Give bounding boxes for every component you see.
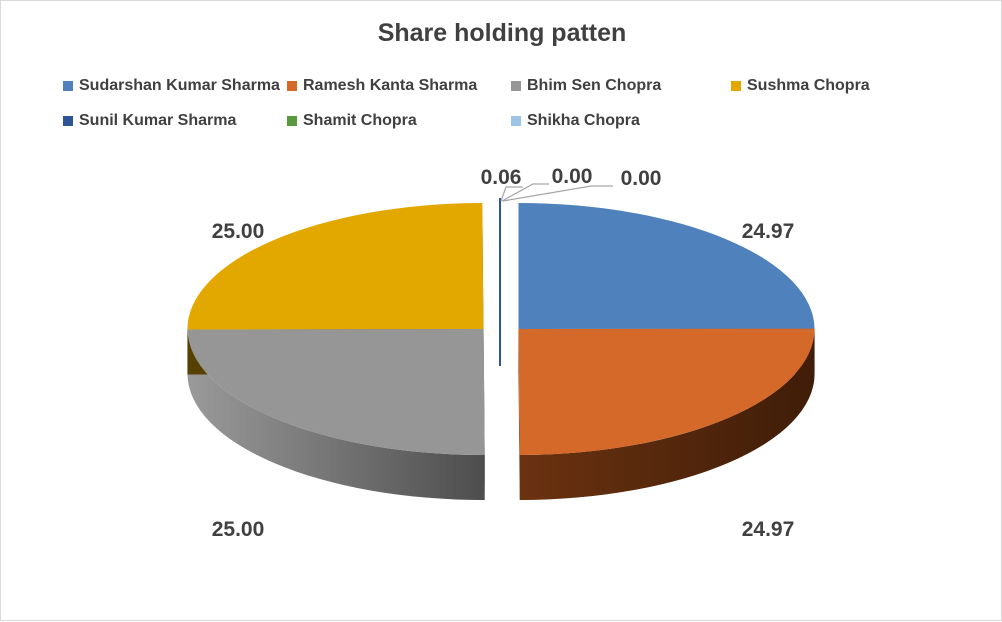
data-label-shikha-chopra: 0.00 [621, 167, 662, 190]
data-label-sunil-kumar-sharma: 0.06 [481, 166, 522, 189]
data-label-ramesh-kanta-sharma: 24.97 [742, 518, 795, 541]
pie-slice-sliver-sunil-kumar-sharma [499, 198, 501, 366]
data-label-shamit-chopra: 0.00 [552, 165, 593, 188]
data-label-sudarshan-kumar-sharma: 24.97 [742, 220, 795, 243]
data-label-bhim-sen-chopra: 25.00 [212, 518, 265, 541]
pie-tops [187, 198, 814, 455]
data-label-sushma-chopra: 25.00 [212, 220, 265, 243]
